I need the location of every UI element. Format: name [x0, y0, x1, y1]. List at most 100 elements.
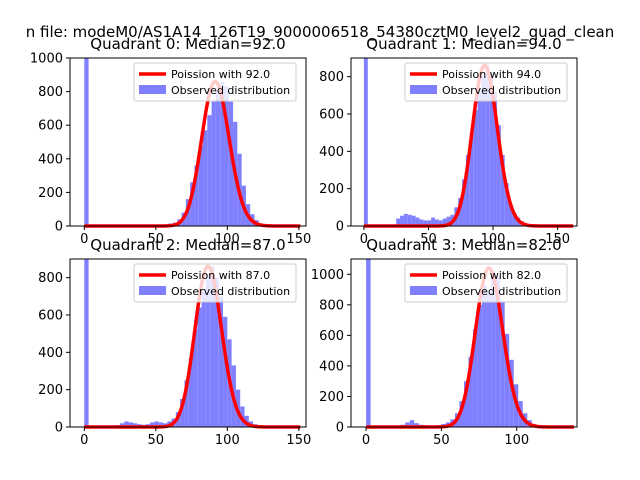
histogram-bar [489, 72, 494, 226]
y-tick-label: 600 [319, 108, 344, 123]
histogram-bar [477, 304, 483, 427]
x-tick-label: 50 [433, 433, 450, 448]
subplot-quadrant-0: 0 50 100 150 0 200 400 600 800 1000 Quadrant 0: Me… [30, 35, 311, 247]
histogram-bar [366, 259, 371, 427]
histogram-bar [431, 217, 435, 226]
histogram-bar [465, 155, 470, 226]
histogram-bar [124, 421, 129, 427]
histogram-bar [214, 277, 219, 427]
legend-label-observed: Observed distribution [171, 285, 290, 298]
x-tick-label: 100 [504, 433, 529, 448]
x-tick-label: 100 [481, 232, 506, 247]
subplot-title: Quadrant 1: Median=94.0 [366, 35, 561, 53]
x-tick-label: 150 [286, 433, 311, 448]
histogram-bar [198, 145, 204, 226]
histogram-bar [481, 76, 486, 227]
histogram-bar [223, 316, 228, 427]
histogram-bar [215, 89, 221, 226]
histogram-bar [493, 91, 497, 226]
x-tick-label: 0 [362, 433, 370, 448]
histogram-bar [414, 423, 419, 427]
y-tick-label: 0 [55, 421, 63, 436]
subplot-quadrant-1: 0 50 100 150 0 200 400 600 800 Quadrant 1: Median… [319, 35, 578, 247]
y-tick-label: 800 [319, 70, 344, 85]
histogram-bar [201, 288, 206, 427]
subplot-title: Quadrant 2: Median=87.0 [90, 236, 285, 254]
y-tick-label: 400 [38, 152, 63, 167]
x-tick-label: 0 [80, 433, 88, 448]
histogram-bar [407, 214, 412, 226]
histogram-bar [400, 215, 404, 226]
legend-bar-swatch [139, 85, 166, 94]
y-tick-label: 800 [38, 85, 63, 100]
x-tick-label: 50 [148, 232, 165, 247]
subplot-title: Quadrant 0: Median=92.0 [90, 35, 285, 53]
x-tick-label: 100 [215, 433, 240, 448]
subplot-quadrant-2: 0 50 100 150 0 200 400 600 800 Quadrant 2: Median… [38, 236, 311, 448]
histogram-bar [423, 220, 428, 226]
histogram-bar [459, 401, 464, 427]
histogram-bar [473, 329, 478, 427]
legend-label-poisson: Poission with 82.0 [442, 269, 541, 282]
y-tick-label: 400 [319, 359, 344, 374]
x-tick-label: 150 [286, 232, 311, 247]
histogram-bar [411, 215, 416, 226]
legend-box [404, 263, 568, 303]
y-tick-label: 1000 [311, 268, 344, 283]
histogram-bar [409, 420, 415, 427]
legend-label-observed: Observed distribution [442, 285, 561, 298]
x-tick-label: 150 [545, 232, 570, 247]
histogram-bar [197, 307, 202, 427]
histogram-bar [485, 65, 490, 226]
x-tick-label: 0 [360, 232, 368, 247]
histogram-bar [194, 165, 199, 226]
histogram-bar [128, 422, 133, 427]
y-tick-label: 600 [319, 329, 344, 344]
legend-label-observed: Observed distribution [442, 84, 561, 97]
histogram-bar [469, 132, 474, 226]
histogram-bar [84, 259, 89, 427]
histogram-bar [403, 213, 408, 226]
histogram-bar [462, 179, 466, 226]
histogram-bar [205, 273, 211, 427]
x-tick-label: 0 [80, 232, 88, 247]
histogram-bar [210, 266, 215, 427]
y-tick-label: 800 [319, 298, 344, 313]
histogram-bar [396, 218, 401, 226]
histogram-bar [211, 101, 216, 226]
y-tick-label: 0 [336, 421, 344, 436]
histogram-bar [458, 198, 463, 226]
x-tick-label: 100 [215, 232, 240, 247]
histogram-bar [482, 284, 487, 427]
histogram-bar [158, 422, 163, 427]
histogram-bar [415, 217, 420, 226]
histogram-bar [509, 359, 514, 427]
histogram-bar [150, 422, 155, 427]
histogram-bar [228, 101, 234, 226]
histogram-bar [193, 329, 198, 427]
histogram-bar [190, 182, 195, 226]
histogram-bar [120, 423, 125, 427]
axes-frame [69, 57, 307, 227]
y-tick-label: 1000 [30, 52, 63, 67]
histogram-bar [438, 220, 443, 226]
histogram-bar [508, 203, 513, 226]
legend-label-poisson: Poission with 94.0 [442, 68, 541, 81]
histogram-bar [84, 58, 89, 226]
histogram-bar [363, 58, 368, 226]
histogram-bar [419, 219, 424, 226]
histogram-bar [224, 86, 229, 226]
y-tick-label: 400 [319, 145, 344, 160]
histogram-bar [180, 399, 185, 427]
y-tick-label: 0 [336, 220, 344, 235]
histogram-bar [477, 91, 482, 226]
histogram-bar [132, 423, 138, 427]
y-tick-label: 800 [38, 271, 63, 286]
subplot-title: Quadrant 3: Median=82.0 [366, 236, 561, 254]
y-tick-label: 200 [319, 182, 344, 197]
histogram-bar [491, 271, 496, 427]
y-tick-label: 200 [38, 383, 63, 398]
histogram-bar [500, 301, 505, 427]
